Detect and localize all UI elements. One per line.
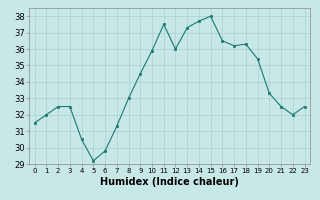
X-axis label: Humidex (Indice chaleur): Humidex (Indice chaleur)	[100, 177, 239, 187]
